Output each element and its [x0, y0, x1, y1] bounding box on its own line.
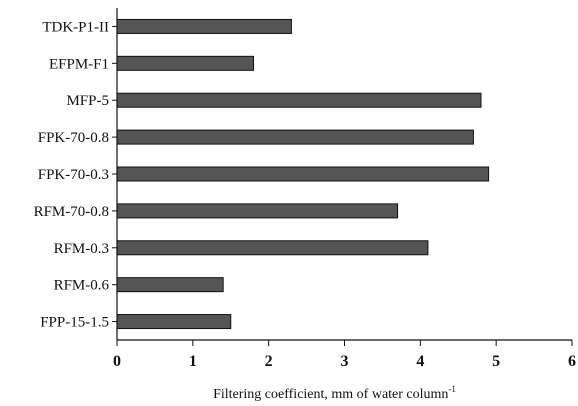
- category-label: TDK-P1-II: [42, 19, 109, 35]
- bar-fpk-70-0-3: [116, 166, 490, 182]
- bar-efpm-f1: [116, 55, 254, 71]
- bar-rfm-70-0-8: [116, 203, 399, 219]
- x-tick-label: 5: [492, 353, 500, 370]
- bar-mfp-5: [116, 92, 482, 108]
- bar-tdk-p1-ii: [116, 18, 292, 34]
- x-tick-label: 4: [416, 353, 424, 370]
- x-tick-label: 6: [568, 353, 576, 370]
- category-label: FPK-70-0.8: [38, 130, 109, 146]
- bar-rfm-0-3: [116, 240, 429, 256]
- category-label: EFPM-F1: [49, 56, 109, 72]
- category-label: MFP-5: [66, 93, 109, 109]
- x-tick-label: 0: [113, 353, 121, 370]
- category-labels-group: TDK-P1-II EFPM-F1 MFP-5 FPK-70-0.8 FPK-70-0.…: [34, 19, 117, 331]
- bar-fpk-70-0-8: [116, 129, 474, 145]
- x-ticks-group: 0 1 2 3 4 5 6: [113, 340, 576, 370]
- category-label: FPK-70-0.3: [38, 167, 109, 183]
- category-label: RFM-70-0.8: [34, 204, 109, 220]
- bar-fpp-15-1-5: [116, 314, 232, 330]
- bar-rfm-0-6: [116, 277, 224, 293]
- bars-group: [116, 18, 490, 330]
- x-tick-label: 3: [341, 353, 349, 370]
- category-label: FPP-15-1.5: [40, 315, 109, 331]
- category-label: RFM-0.3: [54, 241, 109, 257]
- x-tick-label: 2: [265, 353, 273, 370]
- x-tick-label: 1: [189, 353, 197, 370]
- category-label: RFM-0.6: [54, 278, 110, 294]
- x-axis-label: Filtering coefficient, mm of water colum…: [213, 384, 456, 402]
